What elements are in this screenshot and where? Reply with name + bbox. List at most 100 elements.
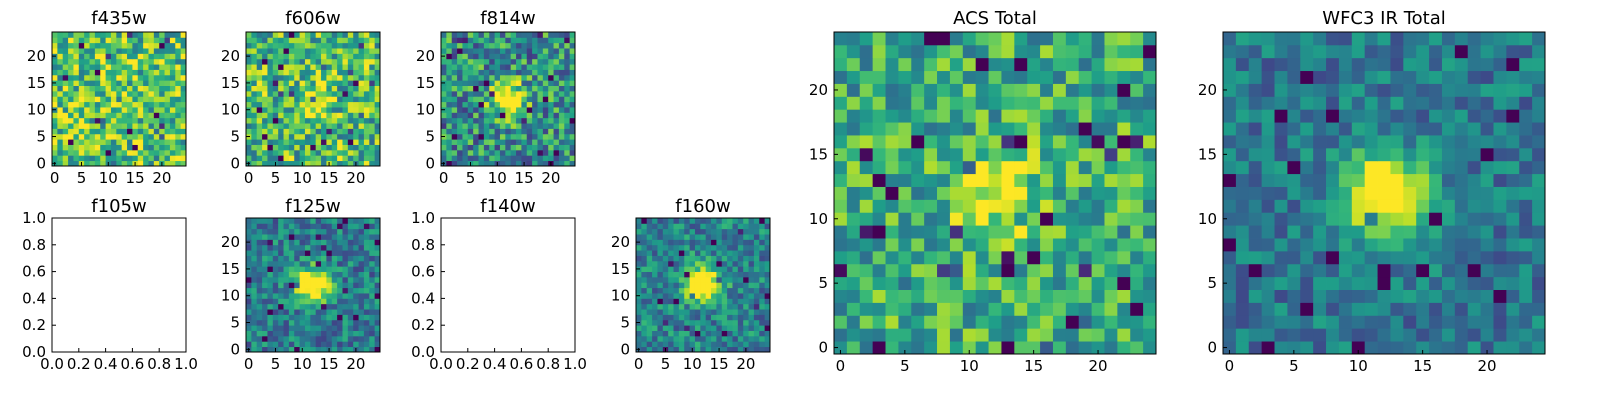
pixel-cell: [657, 218, 664, 224]
pixel-cell: [457, 101, 463, 108]
pixel-cell: [1519, 315, 1533, 329]
pixel-cell: [1313, 57, 1327, 72]
pixel-cell: [911, 276, 925, 290]
pixel-cell: [446, 96, 453, 103]
pixel-cell: [62, 85, 69, 92]
pixel-cell: [1454, 186, 1469, 200]
pixel-cell: [662, 271, 669, 278]
x-tick-label: 1.0: [174, 355, 198, 373]
pixel-cell: [127, 144, 133, 151]
pixel-cell: [278, 112, 284, 119]
pixel-cell: [331, 325, 338, 331]
pixel-cell: [1467, 289, 1481, 303]
pixel-cell: [1104, 186, 1118, 200]
pixel-cell: [180, 37, 187, 44]
pixel-cell: [110, 96, 117, 103]
pixel-cell: [732, 276, 739, 283]
pixel-cell: [673, 228, 680, 235]
pixel-cell: [1065, 70, 1080, 84]
pixel-cell: [646, 239, 653, 246]
pixel-cell: [73, 64, 80, 70]
pixel-cell: [652, 260, 658, 267]
pixel-cell: [716, 293, 723, 299]
pixel-cell: [1287, 57, 1301, 72]
pixel-cell: [1130, 96, 1144, 110]
pixel-cell: [310, 144, 317, 151]
pixel-cell: [153, 37, 160, 44]
pixel-cell: [299, 244, 306, 251]
pixel-cell: [1351, 238, 1366, 252]
pixel-cell: [326, 123, 333, 129]
pixel-cell: [1480, 186, 1494, 200]
pixel-cell: [299, 298, 306, 305]
pixel-cell: [975, 32, 989, 46]
pixel-cell: [73, 160, 80, 167]
pixel-cell: [542, 42, 549, 49]
pixel-cell: [1467, 70, 1481, 84]
pixel-cell: [1235, 212, 1250, 226]
pixel-cell: [358, 298, 365, 305]
pixel-cell: [727, 218, 733, 224]
pixel-cell: [668, 271, 674, 278]
pixel-cell: [483, 74, 490, 81]
pixel-cell: [1390, 289, 1404, 303]
pixel-cell: [353, 223, 359, 230]
pixel-cell: [272, 293, 279, 299]
pixel-cell: [834, 238, 848, 252]
pixel-cell: [246, 112, 252, 119]
pixel-cell: [446, 149, 453, 156]
pixel-cell: [262, 37, 268, 44]
pixel-cell: [105, 74, 112, 81]
pixel-cell: [478, 144, 485, 151]
pixel-cell: [473, 149, 479, 156]
pixel-cell: [294, 287, 300, 294]
x-tick-label: 0.8: [536, 355, 560, 373]
pixel-cell: [321, 335, 327, 342]
pixel-cell: [353, 218, 359, 224]
pixel-cell: [1143, 328, 1157, 342]
pixel-cell: [331, 117, 338, 124]
pixel-cell: [949, 250, 964, 265]
pixel-cell: [542, 117, 549, 124]
pixel-cell: [262, 250, 268, 256]
x-tick-label: 0.2: [456, 355, 480, 373]
pixel-cell: [272, 107, 279, 113]
pixel-cell: [737, 346, 744, 353]
pixel-cell: [859, 199, 874, 213]
pixel-cell: [446, 155, 453, 162]
pixel-cell: [169, 53, 176, 60]
pixel-cell: [363, 107, 370, 113]
pixel-cell: [1078, 147, 1092, 162]
pixel-cell: [278, 303, 284, 310]
pixel-cell: [727, 228, 733, 235]
pixel-cell: [89, 144, 96, 151]
pixel-cell: [267, 271, 274, 278]
pixel-cell: [180, 144, 187, 151]
pixel-cell: [505, 112, 512, 119]
pixel-cell: [283, 271, 290, 278]
pixel-cell: [89, 117, 96, 124]
pixel-cell: [105, 53, 112, 60]
pixel-cell: [164, 69, 171, 76]
pixel-cell: [494, 58, 501, 65]
pixel-cell: [846, 225, 861, 239]
pixel-cell: [737, 250, 744, 256]
pixel-cell: [299, 69, 306, 76]
pixel-cell: [278, 117, 284, 124]
pixel-cell: [937, 238, 951, 252]
pixel-cell: [668, 228, 674, 235]
pixel-cell: [62, 96, 69, 103]
pixel-cell: [89, 96, 96, 103]
pixel-cell: [532, 90, 538, 97]
x-tick-label: 20: [1088, 357, 1107, 375]
pixel-cell: [1338, 276, 1353, 290]
pixel-cell: [1390, 225, 1404, 239]
pixel-cell: [499, 155, 506, 162]
pixel-cell: [347, 260, 354, 267]
pixel-cell: [510, 133, 517, 140]
pixel-cell: [911, 302, 925, 316]
pixel-cell: [646, 282, 653, 289]
pixel-cell: [1287, 341, 1301, 355]
pixel-cell: [859, 250, 874, 265]
pixel-cell: [569, 96, 576, 103]
